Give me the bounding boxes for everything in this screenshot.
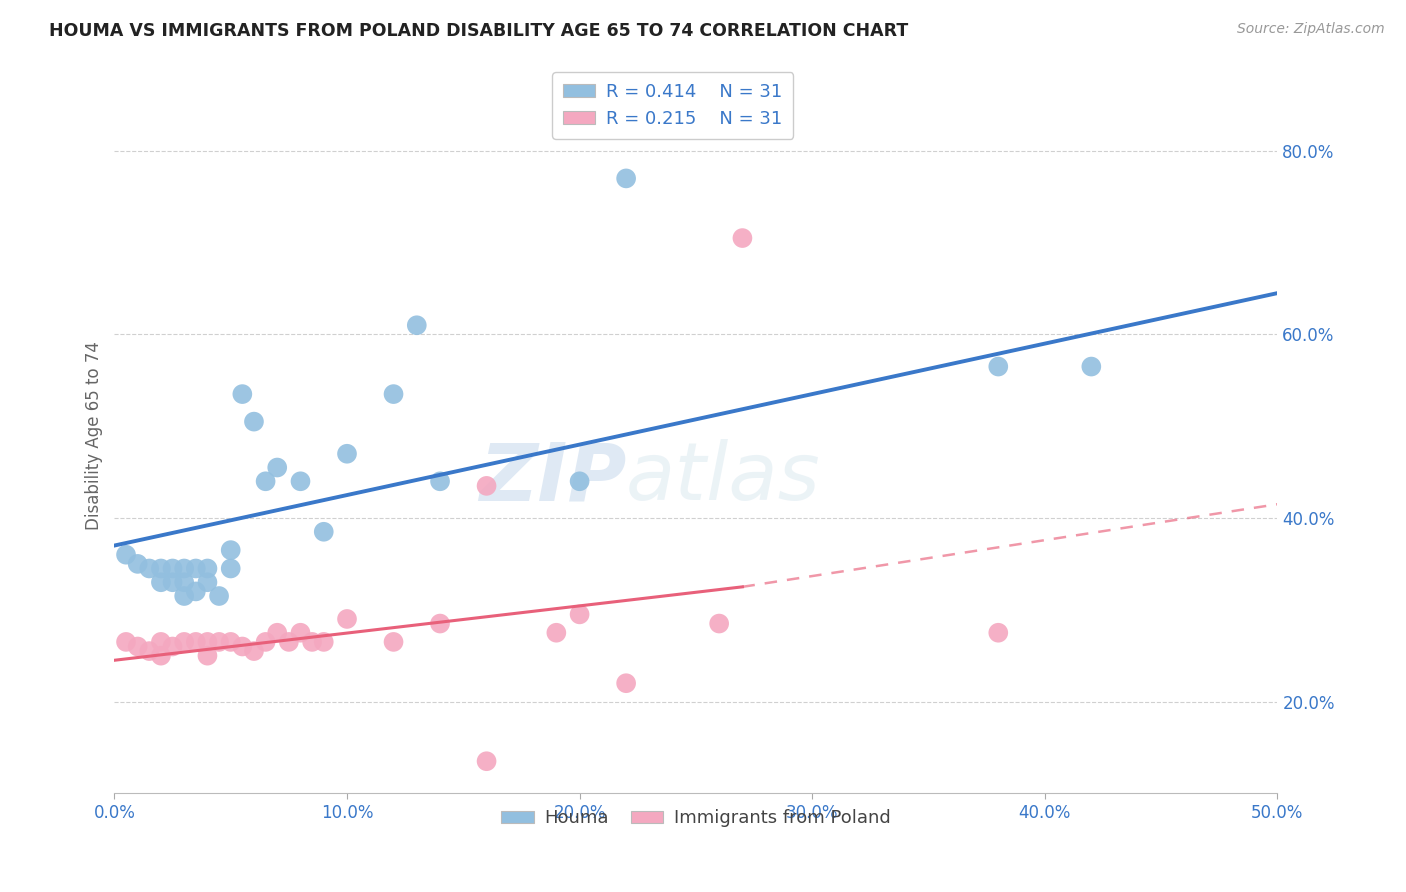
- Point: [336, 612, 359, 626]
- Text: atlas: atlas: [626, 440, 821, 517]
- Point: [138, 561, 160, 575]
- Legend: Houma, Immigrants from Poland: Houma, Immigrants from Poland: [494, 802, 898, 834]
- Point: [219, 561, 242, 575]
- Point: [127, 557, 149, 571]
- Point: [197, 635, 219, 649]
- Point: [254, 635, 277, 649]
- Point: [290, 625, 312, 640]
- Point: [127, 640, 149, 654]
- Point: [149, 575, 172, 590]
- Point: [987, 359, 1010, 374]
- Point: [197, 561, 219, 575]
- Point: [173, 561, 195, 575]
- Point: [546, 625, 568, 640]
- Point: [173, 589, 195, 603]
- Point: [987, 625, 1010, 640]
- Point: [184, 635, 207, 649]
- Point: [429, 616, 451, 631]
- Point: [219, 635, 242, 649]
- Point: [208, 589, 231, 603]
- Point: [197, 575, 219, 590]
- Point: [219, 543, 242, 558]
- Text: Source: ZipAtlas.com: Source: ZipAtlas.com: [1237, 22, 1385, 37]
- Point: [707, 616, 730, 631]
- Point: [290, 475, 312, 489]
- Point: [254, 475, 277, 489]
- Text: ZIP: ZIP: [479, 440, 626, 517]
- Point: [149, 561, 172, 575]
- Point: [277, 635, 299, 649]
- Point: [336, 447, 359, 461]
- Point: [243, 415, 266, 429]
- Point: [614, 171, 637, 186]
- Y-axis label: Disability Age 65 to 74: Disability Age 65 to 74: [86, 341, 103, 530]
- Point: [184, 561, 207, 575]
- Point: [301, 635, 323, 649]
- Point: [149, 635, 172, 649]
- Point: [312, 524, 335, 539]
- Point: [243, 644, 266, 658]
- Point: [138, 644, 160, 658]
- Point: [115, 548, 138, 562]
- Point: [115, 635, 138, 649]
- Point: [162, 561, 184, 575]
- Point: [266, 625, 288, 640]
- Point: [208, 635, 231, 649]
- Point: [184, 584, 207, 599]
- Point: [266, 460, 288, 475]
- Point: [173, 635, 195, 649]
- Point: [382, 387, 405, 401]
- Text: HOUMA VS IMMIGRANTS FROM POLAND DISABILITY AGE 65 TO 74 CORRELATION CHART: HOUMA VS IMMIGRANTS FROM POLAND DISABILI…: [49, 22, 908, 40]
- Point: [231, 387, 253, 401]
- Point: [568, 475, 591, 489]
- Point: [197, 648, 219, 663]
- Point: [568, 607, 591, 622]
- Point: [429, 475, 451, 489]
- Point: [162, 640, 184, 654]
- Point: [405, 318, 427, 333]
- Point: [475, 754, 498, 768]
- Point: [162, 575, 184, 590]
- Point: [149, 648, 172, 663]
- Point: [312, 635, 335, 649]
- Point: [475, 479, 498, 493]
- Point: [614, 676, 637, 690]
- Point: [231, 640, 253, 654]
- Point: [382, 635, 405, 649]
- Point: [173, 575, 195, 590]
- Point: [731, 231, 754, 245]
- Point: [1080, 359, 1102, 374]
